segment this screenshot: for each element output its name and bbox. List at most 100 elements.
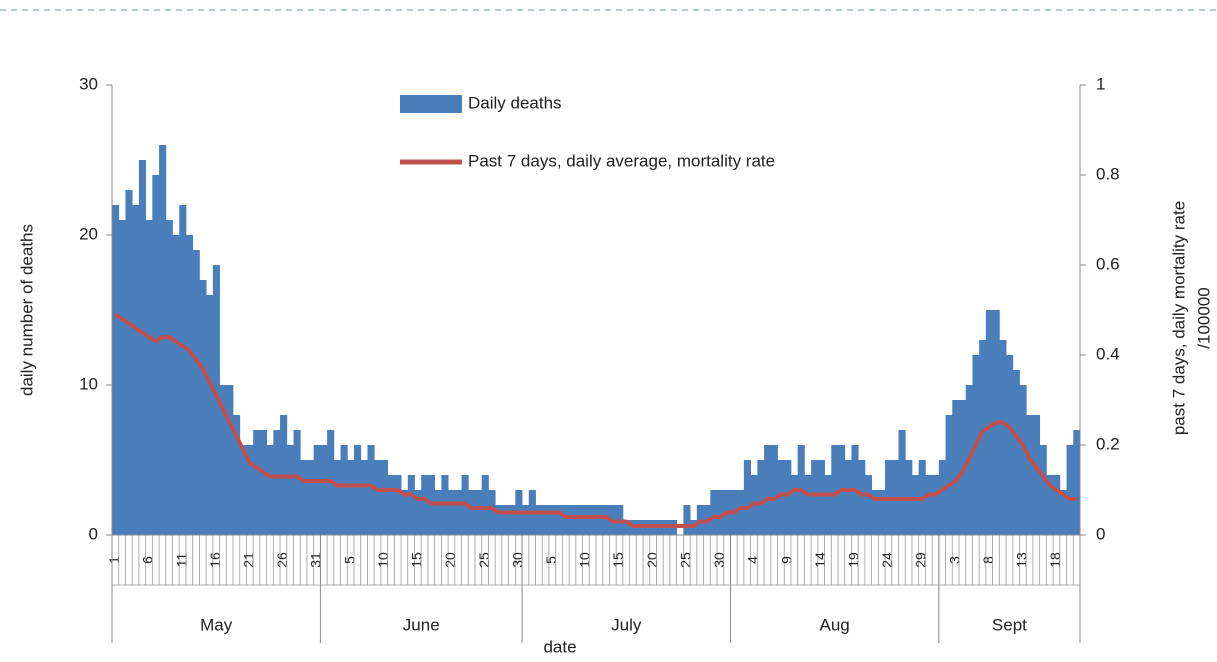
bar: [313, 445, 321, 535]
bar: [952, 400, 960, 535]
x-tick-label: 19: [846, 552, 862, 568]
bar: [226, 385, 234, 535]
bar: [1032, 415, 1041, 535]
bar: [407, 475, 415, 535]
bar: [737, 490, 745, 535]
bar: [911, 475, 920, 535]
bar: [1006, 355, 1014, 535]
bar: [172, 235, 180, 535]
bar: [394, 475, 402, 535]
bar: [259, 430, 268, 535]
bar: [253, 430, 261, 535]
bar: [380, 460, 389, 535]
x-group-label: June: [403, 615, 440, 634]
bar: [555, 505, 563, 535]
y2-tick-label: 0.6: [1096, 254, 1120, 273]
bar: [979, 340, 987, 535]
x-tick-label: 29: [913, 552, 929, 568]
x-tick-label: 15: [610, 552, 626, 568]
legend-label: Past 7 days, daily average, mortality ra…: [468, 151, 775, 170]
x-axis-label: date: [543, 637, 576, 656]
bar: [508, 505, 516, 535]
y-axis-label: daily number of deaths: [17, 224, 36, 396]
bar: [219, 385, 227, 535]
y2-tick-label: 1: [1096, 74, 1105, 93]
bar: [448, 490, 456, 535]
bar: [764, 445, 772, 535]
bar: [878, 490, 886, 535]
bar: [602, 505, 610, 535]
bar: [582, 505, 590, 535]
x-group-label: July: [611, 615, 642, 634]
y2-tick-label: 0.4: [1096, 344, 1120, 363]
x-tick-label: 14: [812, 552, 828, 568]
bar: [367, 445, 375, 535]
bar: [112, 205, 120, 535]
bar: [622, 520, 631, 535]
legend-swatch: [400, 95, 462, 113]
bar: [340, 445, 348, 535]
bar: [414, 490, 422, 535]
bar: [421, 475, 429, 535]
x-tick-label: 26: [274, 552, 290, 568]
x-tick-label: 1: [106, 556, 122, 564]
bar: [387, 475, 395, 535]
bar: [159, 145, 167, 535]
x-tick-label: 30: [509, 552, 525, 568]
y-tick-label: 30: [79, 74, 98, 93]
bar: [999, 340, 1007, 535]
bar: [831, 445, 839, 535]
x-tick-label: 31: [308, 552, 324, 568]
x-tick-label: 21: [241, 552, 257, 568]
bar: [548, 505, 557, 535]
y-tick-label: 10: [79, 374, 98, 393]
bar: [468, 490, 476, 535]
bar: [199, 280, 207, 535]
bar: [246, 445, 254, 535]
bar: [1066, 445, 1074, 535]
bar: [125, 190, 133, 535]
x-tick-label: 10: [577, 552, 593, 568]
x-tick-label: 10: [375, 552, 391, 568]
x-tick-label: 3: [946, 556, 962, 564]
bar: [770, 445, 778, 535]
bar: [233, 415, 241, 535]
bar: [239, 445, 247, 535]
bar: [152, 175, 160, 535]
y2-tick-label: 0.2: [1096, 434, 1120, 453]
bar: [495, 505, 503, 535]
x-tick-label: 13: [1014, 552, 1030, 568]
bar: [938, 460, 946, 535]
x-group-label: Aug: [820, 615, 850, 634]
line: [114, 312, 1077, 528]
bar: [710, 490, 718, 535]
bar: [434, 490, 442, 535]
bar: [165, 220, 173, 535]
bar: [454, 490, 462, 535]
bar: [501, 505, 510, 535]
bar: [757, 460, 765, 535]
bar: [179, 205, 187, 535]
bar: [185, 235, 194, 535]
bar: [562, 505, 570, 535]
y2-axis-label: past 7 days, daily mortality rate: [1169, 201, 1188, 435]
bar: [717, 490, 725, 535]
bar: [293, 430, 301, 535]
bar: [1019, 385, 1027, 535]
x-tick-label: 6: [140, 556, 156, 564]
bar: [1046, 475, 1054, 535]
x-tick-label: 16: [207, 552, 223, 568]
bar: [575, 505, 583, 535]
bar: [1026, 415, 1034, 535]
legend-label: Daily deaths: [468, 93, 562, 112]
bar: [306, 460, 315, 535]
x-tick-label: 5: [341, 556, 357, 564]
x-tick-label: 20: [644, 552, 660, 568]
y2-tick-label: 0.8: [1096, 164, 1120, 183]
bar: [743, 460, 752, 535]
bar: [360, 460, 368, 535]
bar: [1053, 475, 1061, 535]
bar: [333, 460, 341, 535]
bar: [374, 460, 382, 535]
bar: [864, 475, 873, 535]
